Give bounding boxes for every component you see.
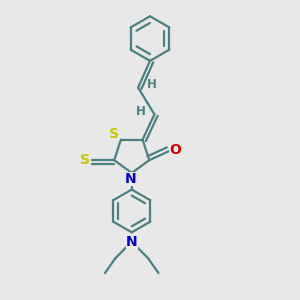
Text: N: N bbox=[124, 172, 136, 187]
Text: S: S bbox=[80, 153, 90, 167]
Text: H: H bbox=[146, 78, 156, 91]
Text: S: S bbox=[110, 127, 119, 141]
Text: H: H bbox=[136, 105, 146, 118]
Text: O: O bbox=[169, 143, 181, 157]
Text: N: N bbox=[126, 235, 138, 249]
